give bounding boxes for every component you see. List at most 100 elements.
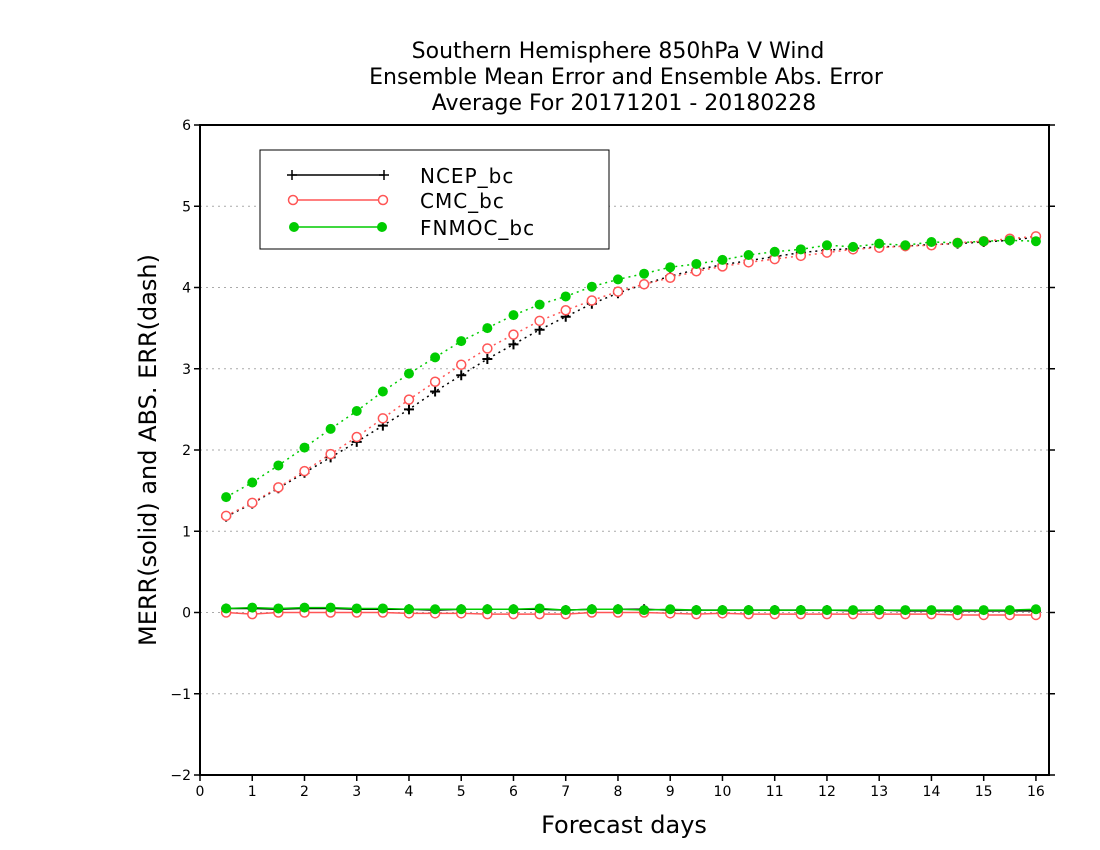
- y-tick-label: 6: [182, 118, 191, 134]
- cmc-bc-abs-err-point: [508, 329, 519, 340]
- fnmoc-bc-merr-point: [717, 605, 728, 616]
- fnmoc-bc-abs-err-point: [586, 281, 597, 292]
- fnmoc-bc-abs-err-point: [743, 250, 754, 260]
- filled-circle-marker-icon: [289, 222, 299, 232]
- ncep-bc-abs-err-point: [456, 370, 467, 381]
- x-tick-label: 16: [1027, 784, 1045, 800]
- filled-circle-marker-icon: [377, 222, 387, 232]
- fnmoc-bc-abs-err-point: [848, 241, 859, 252]
- fnmoc-bc-merr-point: [508, 604, 519, 615]
- fnmoc-bc-merr-point: [691, 605, 702, 616]
- plus-marker-icon: [287, 170, 389, 180]
- fnmoc-bc-abs-err-point: [221, 492, 232, 503]
- chart-title-line-3: Average For 20171201 - 20180228: [432, 91, 817, 116]
- fnmoc-bc-abs-err-point: [403, 368, 414, 379]
- fnmoc-bc-abs-err-point: [273, 460, 284, 471]
- cmc-bc-abs-err-point: [351, 431, 362, 443]
- cmc-bc-abs-err-point: [273, 482, 284, 493]
- fnmoc-bc-abs-err-point: [1030, 236, 1041, 247]
- x-tick-label: 15: [975, 784, 993, 800]
- fnmoc-bc-abs-err-point: [821, 240, 832, 251]
- fnmoc-bc-merr-point: [430, 604, 441, 615]
- y-tick-label: 4: [182, 281, 191, 297]
- y-tick-label: 2: [182, 443, 191, 459]
- fnmoc-bc-merr-point: [978, 605, 989, 616]
- cmc-bc-abs-err-point: [638, 279, 650, 290]
- cmc-bc-abs-err-line: [225, 235, 1037, 517]
- fnmoc-bc-merr-point: [743, 605, 754, 616]
- fnmoc-bc-abs-err-point: [952, 237, 963, 248]
- cmc-bc-abs-err-point: [455, 359, 467, 370]
- cmc-bc-abs-err-point: [429, 376, 441, 387]
- cmc-bc-abs-err-point: [586, 295, 598, 306]
- legend-label-cmc: CMC_bc: [420, 189, 505, 213]
- x-tick-label: 8: [614, 784, 623, 800]
- fnmoc-bc-merr-point: [639, 605, 650, 616]
- cmc-bc-abs-err-point: [403, 394, 415, 405]
- fnmoc-bc-abs-err-point: [1004, 235, 1015, 246]
- fnmoc-bc-merr-point: [795, 605, 806, 616]
- fnmoc-bc-abs-err-point: [247, 477, 258, 488]
- fnmoc-bc-abs-err-point: [325, 423, 336, 434]
- cmc-bc-abs-err-point: [246, 497, 258, 509]
- y-tick-label: 0: [182, 606, 191, 622]
- fnmoc-bc-merr-point: [377, 603, 388, 614]
- cmc-bc-abs-err-point: [612, 286, 624, 297]
- open-circle-marker-icon: [377, 194, 389, 206]
- fnmoc-bc-abs-err-point: [534, 299, 545, 310]
- x-tick-label: 12: [818, 784, 836, 800]
- fnmoc-bc-merr-point: [482, 604, 493, 615]
- fnmoc-bc-abs-err-point: [377, 386, 388, 397]
- x-tick-label: 13: [870, 784, 888, 800]
- fnmoc-bc-merr-point: [874, 605, 885, 616]
- y-axis-label: MERR(solid) and ABS. ERR(dash): [134, 254, 162, 646]
- chart-title-line-1: Southern Hemisphere 850hPa V Wind: [412, 39, 825, 64]
- y-tick-label: −1: [170, 687, 191, 703]
- fnmoc-bc-merr-point: [351, 603, 362, 614]
- ncep-bc-abs-err-point: [508, 339, 519, 350]
- y-tick-label: −2: [170, 768, 191, 784]
- fnmoc-bc-abs-err-point: [978, 236, 989, 247]
- fnmoc-bc-abs-err-point: [926, 237, 937, 247]
- fnmoc-bc-merr-point: [1004, 605, 1015, 616]
- fnmoc-bc-merr-point: [456, 604, 467, 615]
- fnmoc-bc-merr-point: [848, 605, 859, 616]
- fnmoc-bc-abs-err-point: [900, 240, 911, 251]
- fnmoc-bc-merr-point: [769, 605, 780, 616]
- fnmoc-bc-abs-err-point: [639, 268, 650, 279]
- fnmoc-bc-merr-point: [665, 604, 676, 615]
- fnmoc-bc-merr-point: [247, 602, 258, 613]
- ncep-bc-abs-err-line: [225, 236, 1037, 518]
- cmc-bc-abs-err-point: [220, 510, 232, 522]
- fnmoc-bc-abs-err-point: [456, 336, 467, 347]
- fnmoc-bc-abs-err-point: [351, 406, 362, 416]
- fnmoc-bc-merr-point: [1030, 604, 1041, 615]
- x-tick-label: 14: [923, 784, 941, 800]
- x-tick-label: 3: [352, 784, 361, 800]
- x-tick-label: 7: [561, 784, 570, 800]
- fnmoc-bc-abs-err-point: [430, 352, 441, 363]
- fnmoc-bc-merr-point: [273, 603, 284, 614]
- x-tick-label: 10: [714, 784, 732, 800]
- fnmoc-bc-merr-point: [821, 605, 832, 616]
- cmc-bc-abs-err-point: [534, 315, 545, 327]
- fnmoc-bc-abs-err-point: [874, 238, 885, 249]
- fnmoc-bc-abs-err-point: [691, 258, 702, 269]
- x-tick-label: 4: [405, 784, 414, 800]
- y-tick-label: 1: [182, 524, 191, 540]
- fnmoc-bc-abs-err-point: [299, 442, 310, 453]
- x-tick-label: 5: [457, 784, 466, 800]
- fnmoc-bc-merr-point: [534, 603, 545, 614]
- ncep-bc-abs-err-point: [430, 386, 441, 397]
- fnmoc-bc-abs-err-point: [665, 262, 676, 273]
- y-tick-label: 5: [182, 199, 191, 215]
- fnmoc-bc-merr-point: [560, 605, 571, 616]
- x-tick-label: 2: [300, 784, 309, 800]
- fnmoc-bc-abs-err-point: [508, 310, 519, 321]
- x-tick-label: 0: [196, 784, 205, 800]
- chart-title-line-2: Ensemble Mean Error and Ensemble Abs. Er…: [369, 65, 884, 90]
- fnmoc-bc-abs-err-point: [612, 274, 623, 285]
- x-tick-label: 9: [666, 784, 675, 800]
- ncep-bc-abs-err-point: [534, 324, 545, 335]
- fnmoc-bc-abs-err-point: [482, 323, 493, 334]
